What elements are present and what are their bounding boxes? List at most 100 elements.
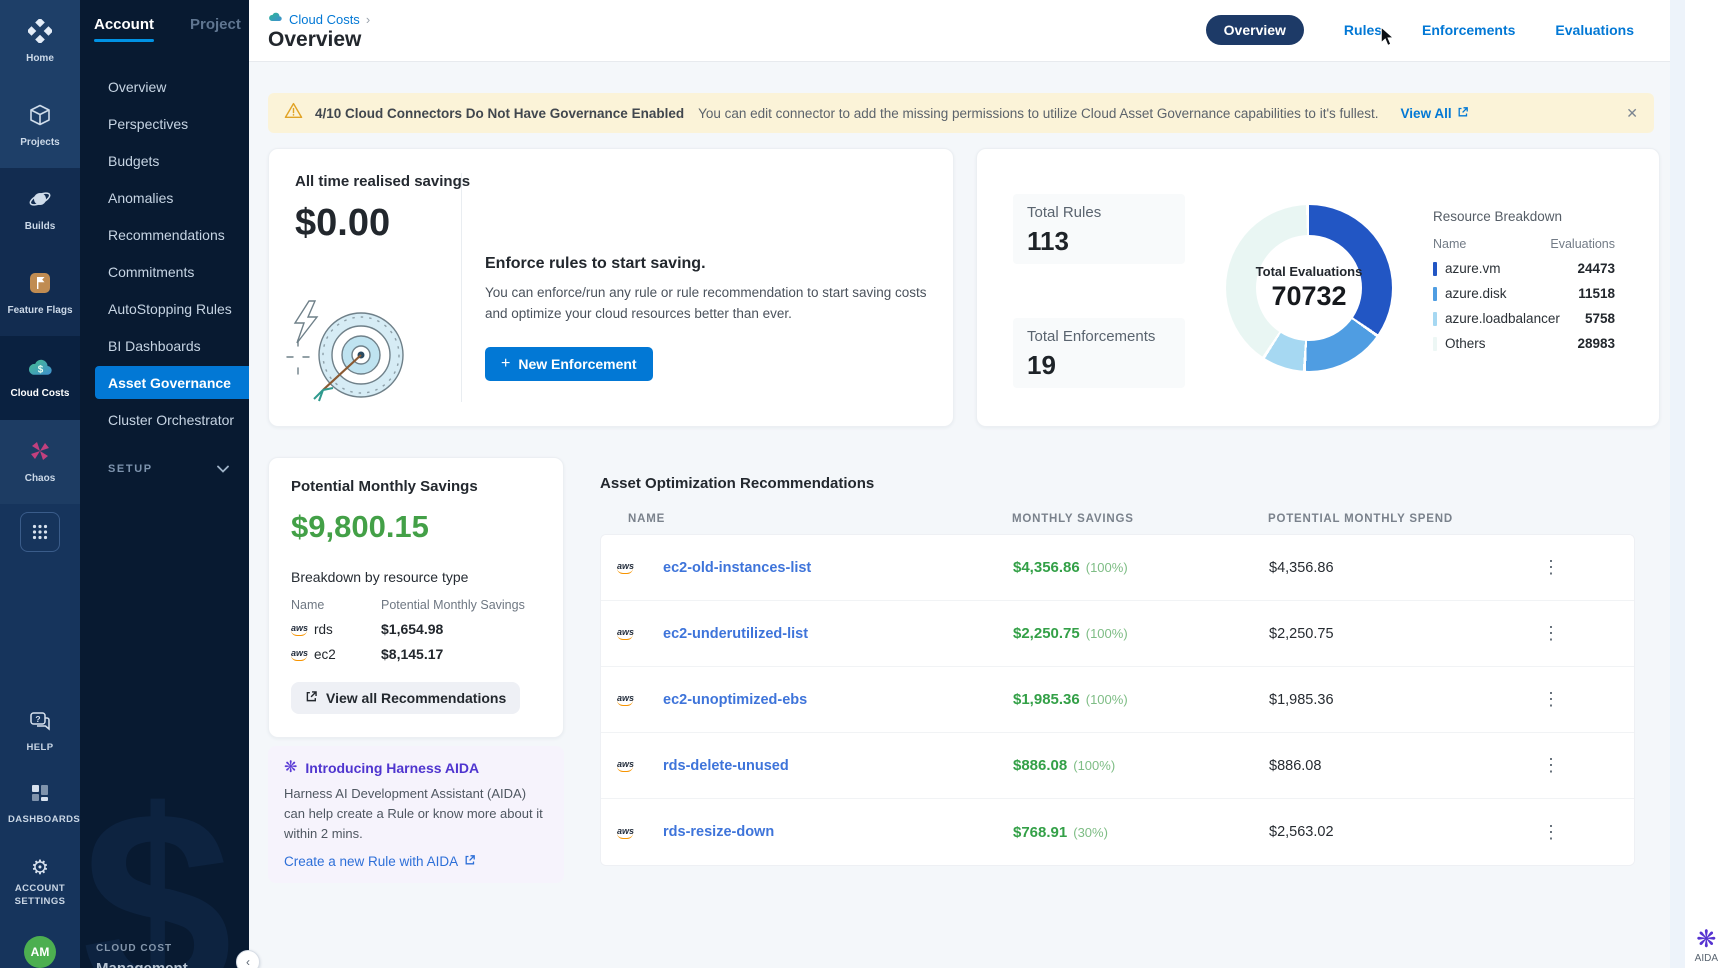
- recommendation-link[interactable]: rds-delete-unused: [663, 758, 1013, 774]
- realised-savings-amount: $0.00: [295, 202, 927, 245]
- aida-body: Harness AI Development Assistant (AIDA) …: [284, 784, 548, 844]
- rail-item-label: Cloud Costs: [11, 388, 70, 400]
- recommendation-link[interactable]: rds-resize-down: [663, 824, 1013, 840]
- enforce-cta: Enforce rules to start saving. You can e…: [485, 255, 937, 381]
- legend-row: azure.disk 11518: [1433, 286, 1615, 301]
- table-row: aws rds-delete-unused $886.08(100%) $886…: [601, 733, 1634, 799]
- kebab-menu-icon[interactable]: ⋮: [1541, 822, 1561, 843]
- kebab-menu-icon[interactable]: ⋮: [1541, 623, 1561, 644]
- dashboards-button[interactable]: DASHBOARDS: [0, 768, 80, 840]
- new-enforcement-button[interactable]: + New Enforcement: [485, 347, 653, 381]
- breakdown-row: aws rds $1,654.98: [291, 621, 541, 637]
- setup-section-toggle[interactable]: SETUP: [80, 460, 249, 478]
- sidebar-footer-line1: CLOUD COST: [96, 943, 172, 954]
- recommendations-table-header: NAME MONTHLY SAVINGS POTENTIAL MONTHLY S…: [600, 513, 1670, 525]
- aida-fab-label: AIDA: [1695, 953, 1718, 964]
- page-title: Overview: [268, 28, 361, 52]
- aws-icon: aws: [617, 759, 634, 772]
- external-link-icon: [305, 690, 318, 706]
- rail-item-home[interactable]: Home: [0, 0, 80, 84]
- evaluations-donut-chart: Total Evaluations 70732: [1226, 205, 1392, 371]
- rail-item-label: Feature Flags: [7, 305, 72, 317]
- dashboards-label: DASHBOARDS: [8, 814, 72, 826]
- module-picker[interactable]: [0, 504, 80, 560]
- sidebar-item-cluster-orchestrator[interactable]: Cluster Orchestrator: [80, 401, 249, 438]
- legend-row: azure.loadbalancer 5758: [1433, 311, 1615, 326]
- aida-header: ❋ Introducing Harness AIDA: [284, 760, 548, 776]
- plus-icon: +: [501, 356, 510, 372]
- potential-savings-card: Potential Monthly Savings $9,800.15 Brea…: [268, 457, 564, 738]
- aws-icon: aws: [617, 693, 634, 706]
- legend-row: azure.vm 24473: [1433, 261, 1615, 276]
- realised-savings-title: All time realised savings: [295, 173, 927, 190]
- rail-item-cloud-costs[interactable]: $ Cloud Costs: [0, 336, 80, 420]
- banner-view-all-link[interactable]: View All: [1401, 106, 1469, 121]
- recommendations-table: aws ec2-old-instances-list $4,356.86(100…: [600, 534, 1635, 866]
- sidebar-item-overview[interactable]: Overview: [80, 68, 249, 105]
- rail-item-chaos[interactable]: Chaos: [0, 420, 80, 504]
- builds-icon: [28, 187, 52, 216]
- kebab-menu-icon[interactable]: ⋮: [1541, 689, 1561, 710]
- right-gutter: ❋ AIDA: [1670, 0, 1726, 968]
- sidebar-item-budgets[interactable]: Budgets: [80, 142, 249, 179]
- sidebar-item-commitments[interactable]: Commitments: [80, 253, 249, 290]
- sidebar-item-anomalies[interactable]: Anomalies: [80, 179, 249, 216]
- scrollbar-track[interactable]: [1670, 0, 1685, 968]
- cloud-costs-icon: $: [27, 357, 54, 383]
- rail-item-label: Projects: [20, 137, 59, 149]
- donut-center: Total Evaluations 70732: [1226, 205, 1392, 371]
- tab-enforcements[interactable]: Enforcements: [1422, 22, 1515, 38]
- svg-text:?: ?: [35, 714, 40, 724]
- card-divider: [461, 173, 462, 402]
- user-avatar[interactable]: AM: [24, 936, 56, 968]
- potential-savings-amount: $9,800.15: [291, 509, 541, 545]
- tab-evaluations[interactable]: Evaluations: [1555, 22, 1634, 38]
- aida-create-rule-link[interactable]: Create a new Rule with AIDA: [284, 854, 548, 869]
- total-enforcements-tile: Total Enforcements 19: [1013, 318, 1185, 388]
- sidebar-item-asset-governance[interactable]: Asset Governance: [95, 366, 249, 399]
- sidebar-item-recommendations[interactable]: Recommendations: [80, 216, 249, 253]
- rail-item-label: Builds: [25, 221, 56, 233]
- gear-icon: ⚙: [31, 858, 49, 878]
- legend-swatch: [1433, 337, 1437, 351]
- app-window: Home Projects Builds: [0, 0, 1726, 968]
- sidebar-item-perspectives[interactable]: Perspectives: [80, 105, 249, 142]
- total-enforcements-value: 19: [1027, 350, 1171, 381]
- view-all-recommendations-button[interactable]: View all Recommendations: [291, 682, 520, 714]
- summary-row: All time realised savings $0.00: [268, 148, 1670, 427]
- tab-project[interactable]: Project: [190, 16, 241, 42]
- potential-savings-title: Potential Monthly Savings: [291, 478, 541, 495]
- recommendation-link[interactable]: ec2-underutilized-list: [663, 626, 1013, 642]
- rail-item-builds[interactable]: Builds: [0, 168, 80, 252]
- aida-icon: ❋: [1695, 928, 1718, 952]
- total-rules-value: 113: [1027, 226, 1171, 257]
- recommendation-link[interactable]: ec2-old-instances-list: [663, 560, 1013, 576]
- kebab-menu-icon[interactable]: ⋮: [1541, 755, 1561, 776]
- tab-account[interactable]: Account: [94, 16, 154, 42]
- breadcrumb-link[interactable]: Cloud Costs: [289, 12, 360, 27]
- account-settings-button[interactable]: ⚙ ACCOUNT SETTINGS: [0, 840, 80, 926]
- kebab-menu-icon[interactable]: ⋮: [1541, 557, 1561, 578]
- rail-item-feature-flags[interactable]: Feature Flags: [0, 252, 80, 336]
- sidebar-item-autostopping-rules[interactable]: AutoStopping Rules: [80, 290, 249, 327]
- aws-icon: aws: [617, 561, 634, 574]
- sidebar-item-bi-dashboards[interactable]: BI Dashboards: [80, 327, 249, 364]
- tab-rules[interactable]: Rules: [1344, 22, 1382, 38]
- account-settings-label: ACCOUNT SETTINGS: [8, 883, 72, 908]
- recommendation-link[interactable]: ec2-unoptimized-ebs: [663, 692, 1013, 708]
- breakdown-row: aws ec2 $8,145.17: [291, 646, 541, 662]
- close-icon[interactable]: ✕: [1626, 105, 1638, 122]
- sidebar-collapse-button[interactable]: ‹: [236, 950, 260, 968]
- scope-tabs: Account Project: [80, 0, 249, 42]
- breadcrumb-separator: ›: [366, 12, 370, 27]
- rail-bottom: ? HELP DASHBOARDS ⚙ ACCOUNT: [0, 656, 80, 968]
- legend-header: Name Evaluations: [1433, 237, 1615, 251]
- help-button[interactable]: ? HELP: [0, 696, 80, 768]
- potential-savings-column: Potential Monthly Savings $9,800.15 Brea…: [268, 457, 564, 883]
- recommendations-row: Potential Monthly Savings $9,800.15 Brea…: [268, 457, 1670, 883]
- main-area: Cloud Costs › Overview Overview Rules En…: [249, 0, 1726, 968]
- aida-fab-button[interactable]: ❋ AIDA: [1695, 928, 1718, 964]
- rail-item-projects[interactable]: Projects: [0, 84, 80, 168]
- asset-optimization-section: Asset Optimization Recommendations NAME …: [600, 457, 1670, 883]
- tab-overview[interactable]: Overview: [1206, 15, 1304, 45]
